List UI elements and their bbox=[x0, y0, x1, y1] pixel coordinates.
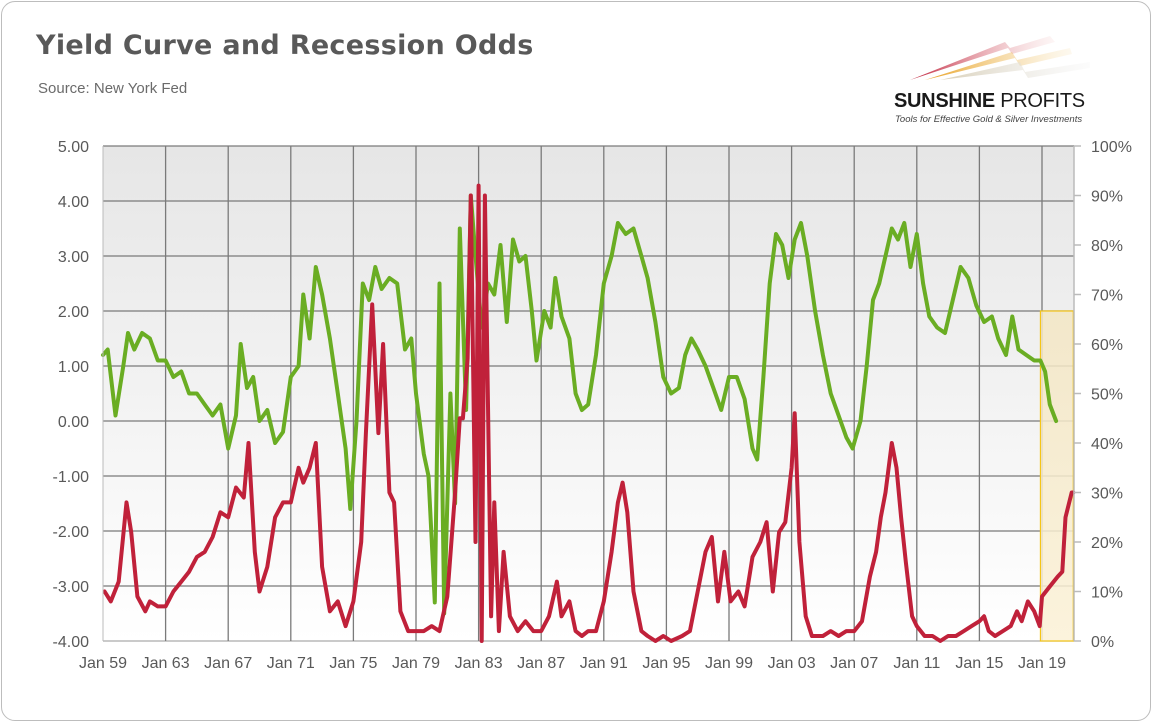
left-axis-tick-label: 2.00 bbox=[58, 304, 89, 321]
x-axis-tick-label: Jan 75 bbox=[329, 655, 377, 672]
right-axis-tick-label: 70% bbox=[1091, 288, 1123, 305]
x-axis-tick-label: Jan 79 bbox=[392, 655, 440, 672]
recession-probability-line bbox=[102, 183, 1076, 643]
left-axis-tick-label: -3.00 bbox=[53, 579, 90, 596]
left-axis-tick-label: 5.00 bbox=[58, 139, 89, 156]
right-axis-tick-label: 20% bbox=[1091, 535, 1123, 552]
right-axis-tick-label: 50% bbox=[1091, 387, 1123, 404]
yield-curve-line bbox=[101, 193, 1059, 616]
sunshine-profits-logo: SUNSHINE PROFITS Tools for Effective Gol… bbox=[880, 28, 1130, 128]
x-axis-tick-label: Jan 91 bbox=[580, 655, 628, 672]
chart-title: Yield Curve and Recession Odds bbox=[36, 30, 534, 61]
right-axis-tick-label: 10% bbox=[1091, 585, 1123, 602]
logo-rays-icon bbox=[910, 36, 1090, 80]
right-axis-tick-label: 30% bbox=[1091, 486, 1123, 503]
x-axis-tick-label: Jan 19 bbox=[1018, 655, 1066, 672]
x-axis-tick-label: Jan 83 bbox=[455, 655, 503, 672]
chart-source: Source: New York Fed bbox=[38, 80, 188, 97]
x-axis-tick-label: Jan 15 bbox=[955, 655, 1003, 672]
x-axis-tick-label: Jan 59 bbox=[79, 655, 127, 672]
x-axis-tick-label: Jan 67 bbox=[204, 655, 252, 672]
x-axis-tick-label: Jan 07 bbox=[830, 655, 878, 672]
left-axis-tick-label: 4.00 bbox=[58, 194, 89, 211]
logo-tagline: Tools for Effective Gold & Silver Invest… bbox=[895, 114, 1083, 125]
highlight-box bbox=[1039, 310, 1074, 642]
left-axis-tick-label: 0.00 bbox=[58, 414, 89, 431]
left-axis-tick-label: -1.00 bbox=[53, 469, 90, 486]
x-axis-tick-label: Jan 99 bbox=[705, 655, 753, 672]
x-axis-tick-label: Jan 03 bbox=[768, 655, 816, 672]
right-axis-tick-label: 60% bbox=[1091, 337, 1123, 354]
x-axis-tick-label: Jan 71 bbox=[267, 655, 315, 672]
x-axis-tick-label: Jan 87 bbox=[517, 655, 565, 672]
right-axis-tick-label: 80% bbox=[1091, 238, 1123, 255]
left-axis-tick-label: -4.00 bbox=[53, 634, 90, 651]
right-axis-tick-label: 100% bbox=[1091, 139, 1132, 156]
logo-name: SUNSHINE PROFITS bbox=[894, 90, 1085, 112]
x-axis-tick-label: Jan 95 bbox=[642, 655, 690, 672]
right-axis-tick-label: 40% bbox=[1091, 436, 1123, 453]
right-axis-tick-label: 0% bbox=[1091, 634, 1114, 651]
right-axis-tick-label: 90% bbox=[1091, 189, 1123, 206]
left-axis-tick-label: 3.00 bbox=[58, 249, 89, 266]
x-axis-tick-label: Jan 11 bbox=[893, 655, 940, 672]
left-axis-tick-label: 1.00 bbox=[58, 359, 89, 376]
left-axis-tick-label: -2.00 bbox=[53, 524, 90, 541]
x-axis-tick-label: Jan 63 bbox=[142, 655, 190, 672]
